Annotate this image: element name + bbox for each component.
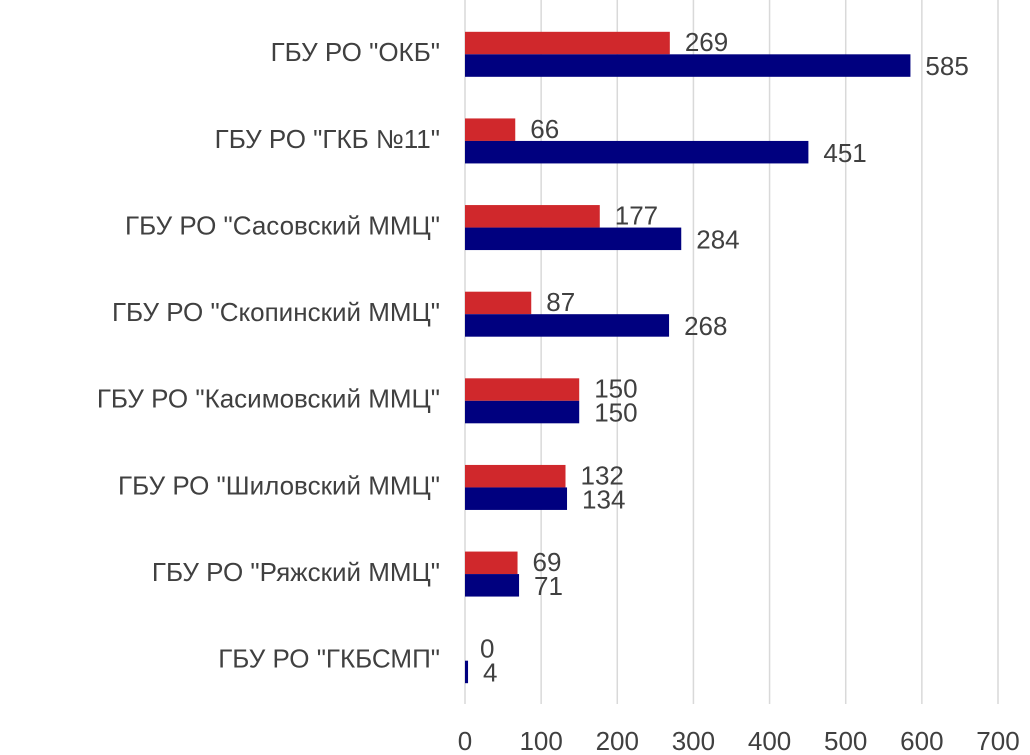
x-tick-label: 500	[824, 726, 867, 755]
bar	[465, 378, 580, 401]
bar	[465, 54, 911, 77]
data-label: 150	[594, 398, 637, 428]
data-label: 177	[615, 200, 658, 230]
bar	[465, 487, 568, 510]
data-label: 87	[546, 287, 575, 317]
data-label: 451	[823, 138, 866, 168]
data-label: 134	[582, 484, 625, 514]
category-label: ГБУ РО "Скопинский ММЦ"	[112, 297, 440, 327]
data-label: 71	[534, 571, 563, 601]
category-label: ГБУ РО "ГКБ №11"	[215, 124, 440, 154]
category-label: ГБУ РО "Сасовский ММЦ"	[125, 210, 440, 240]
x-tick-label: 0	[458, 726, 472, 755]
x-tick-label: 100	[519, 726, 562, 755]
bar	[465, 551, 518, 575]
data-label: 585	[925, 51, 968, 81]
bar	[465, 400, 580, 424]
bar	[465, 660, 469, 684]
bar	[465, 291, 532, 315]
x-tick-label: 300	[672, 726, 715, 755]
data-label: 284	[696, 224, 739, 254]
bar	[465, 118, 516, 141]
data-label: 132	[581, 460, 624, 490]
data-label: 268	[684, 311, 727, 341]
bar	[465, 227, 682, 251]
category-label: ГБУ РО "Ряжский ММЦ"	[152, 557, 440, 587]
x-tick-label: 200	[596, 726, 639, 755]
category-label: ГБУ РО "Касимовский ММЦ"	[97, 384, 440, 414]
bar	[465, 574, 520, 597]
data-label: 269	[685, 27, 728, 57]
x-tick-label: 700	[976, 726, 1019, 755]
data-label: 4	[483, 658, 497, 688]
x-tick-label: 400	[748, 726, 791, 755]
bar	[465, 314, 670, 337]
bar	[465, 31, 670, 55]
data-label: 66	[530, 114, 559, 144]
category-label: ГБУ РО "Шиловский ММЦ"	[118, 470, 440, 500]
bar	[465, 205, 600, 228]
bar	[465, 140, 809, 164]
data-label: 69	[533, 547, 562, 577]
x-tick-label: 600	[900, 726, 943, 755]
data-label: 0	[480, 634, 494, 664]
category-label: ГБУ РО "ОКБ"	[271, 37, 440, 67]
data-label: 150	[594, 374, 637, 404]
bar	[465, 464, 566, 488]
category-label: ГБУ РО "ГКБСМП"	[218, 644, 440, 674]
